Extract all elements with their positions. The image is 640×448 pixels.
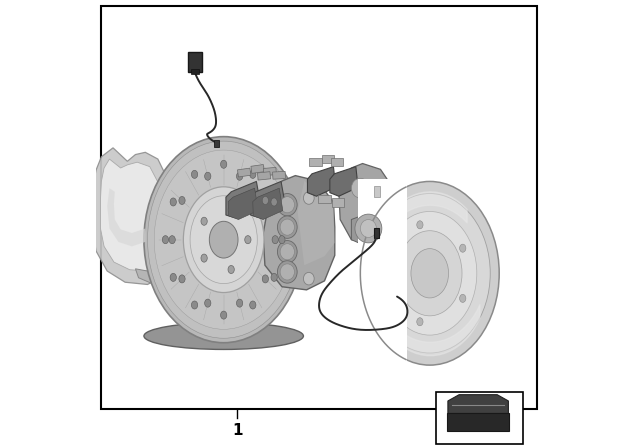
Ellipse shape — [191, 301, 198, 309]
Ellipse shape — [190, 196, 257, 284]
Ellipse shape — [205, 172, 211, 180]
Polygon shape — [339, 164, 394, 242]
Polygon shape — [351, 213, 392, 246]
Polygon shape — [263, 176, 335, 290]
Bar — [101, 6, 537, 409]
Ellipse shape — [277, 261, 297, 283]
Ellipse shape — [250, 301, 256, 309]
Ellipse shape — [360, 220, 376, 237]
Polygon shape — [447, 413, 509, 431]
Ellipse shape — [228, 266, 234, 274]
Bar — [332, 198, 344, 207]
Polygon shape — [264, 168, 276, 176]
Ellipse shape — [369, 194, 490, 353]
Ellipse shape — [170, 198, 177, 206]
Bar — [214, 140, 219, 147]
Polygon shape — [92, 148, 170, 284]
Ellipse shape — [262, 196, 269, 204]
Ellipse shape — [417, 221, 423, 229]
Ellipse shape — [170, 273, 177, 281]
Ellipse shape — [279, 236, 285, 244]
Ellipse shape — [154, 150, 293, 329]
Ellipse shape — [277, 194, 297, 216]
Ellipse shape — [236, 172, 243, 180]
Polygon shape — [228, 188, 258, 220]
Ellipse shape — [179, 275, 185, 283]
Ellipse shape — [351, 178, 369, 198]
Ellipse shape — [272, 236, 278, 244]
Ellipse shape — [388, 269, 395, 277]
Ellipse shape — [169, 236, 175, 244]
Polygon shape — [358, 179, 407, 367]
Ellipse shape — [277, 216, 297, 238]
Ellipse shape — [280, 219, 294, 235]
Ellipse shape — [383, 211, 477, 335]
Ellipse shape — [280, 264, 294, 280]
Polygon shape — [253, 188, 283, 220]
Ellipse shape — [271, 273, 277, 281]
Ellipse shape — [163, 236, 168, 244]
Ellipse shape — [277, 241, 297, 263]
Bar — [331, 158, 343, 166]
Ellipse shape — [460, 294, 466, 302]
Ellipse shape — [360, 181, 499, 365]
Ellipse shape — [303, 272, 314, 285]
Polygon shape — [136, 264, 170, 284]
Polygon shape — [298, 181, 335, 265]
Polygon shape — [100, 159, 163, 271]
Bar — [374, 186, 380, 197]
Bar — [188, 52, 202, 72]
Ellipse shape — [201, 217, 207, 225]
Polygon shape — [273, 172, 285, 179]
Polygon shape — [330, 167, 358, 196]
Ellipse shape — [397, 231, 462, 316]
Polygon shape — [237, 168, 251, 177]
Ellipse shape — [236, 299, 243, 307]
Ellipse shape — [271, 198, 277, 206]
Polygon shape — [448, 395, 508, 414]
Polygon shape — [226, 181, 261, 219]
Ellipse shape — [355, 214, 382, 243]
Polygon shape — [250, 181, 285, 219]
Ellipse shape — [411, 249, 449, 298]
Polygon shape — [107, 188, 145, 246]
Ellipse shape — [209, 221, 238, 258]
Bar — [436, 392, 523, 444]
Ellipse shape — [244, 236, 251, 244]
Polygon shape — [307, 167, 335, 196]
Ellipse shape — [303, 192, 314, 204]
Ellipse shape — [280, 197, 294, 213]
Ellipse shape — [460, 244, 466, 252]
Ellipse shape — [191, 170, 198, 178]
Bar — [374, 228, 379, 238]
Text: 1: 1 — [232, 422, 243, 438]
Text: 265706: 265706 — [460, 433, 500, 443]
Bar — [322, 155, 334, 163]
Polygon shape — [257, 172, 271, 180]
Ellipse shape — [144, 323, 303, 349]
Bar — [191, 69, 200, 74]
Ellipse shape — [183, 187, 264, 293]
Ellipse shape — [205, 299, 211, 307]
Ellipse shape — [179, 196, 185, 204]
Ellipse shape — [250, 170, 256, 178]
Ellipse shape — [221, 160, 227, 168]
Bar — [309, 158, 322, 166]
Ellipse shape — [147, 141, 300, 338]
Ellipse shape — [201, 254, 207, 262]
Ellipse shape — [280, 244, 294, 260]
Polygon shape — [251, 164, 264, 173]
Ellipse shape — [221, 311, 227, 319]
Ellipse shape — [228, 206, 234, 214]
Ellipse shape — [262, 275, 269, 283]
Bar — [318, 195, 331, 203]
Ellipse shape — [144, 137, 303, 343]
Ellipse shape — [417, 318, 423, 326]
